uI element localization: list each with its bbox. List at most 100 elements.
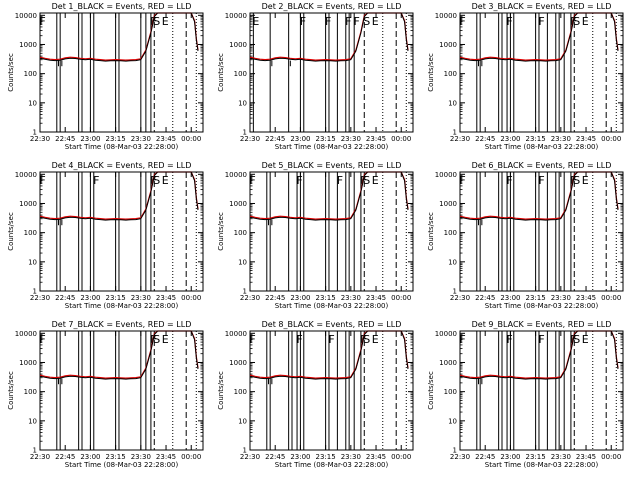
panel-title: Det 8_BLACK = Events, RED = LLD	[262, 320, 402, 329]
x-tick-label: 00:00	[391, 294, 411, 302]
flag-letter: F	[39, 174, 45, 187]
x-tick-label: 22:45	[55, 135, 75, 143]
x-tick-label: 00:00	[601, 453, 621, 461]
x-tick-label: 22:45	[265, 453, 285, 461]
flag-letter: S	[573, 15, 580, 28]
panel-title: Det 3_BLACK = Events, RED = LLD	[472, 2, 612, 11]
flag-letter: E	[582, 174, 589, 187]
flag-letter: E	[162, 333, 169, 346]
x-tick-label: 23:00	[500, 453, 520, 461]
x-tick-label: 23:15	[106, 453, 126, 461]
plot-frame	[459, 171, 624, 292]
y-tick-label: 100	[24, 388, 37, 396]
x-tick-label: 23:30	[341, 294, 361, 302]
flag-letter: F	[538, 174, 544, 187]
y-tick-label: 1	[33, 129, 37, 137]
x-tick-label: 23:15	[316, 294, 336, 302]
x-tick-label: 23:45	[576, 453, 596, 461]
flag-letter: S	[363, 333, 370, 346]
flag-letter: F	[506, 15, 512, 28]
panel-det-9: Det 9_BLACK = Events, RED = LLD 1 10 100 100…	[427, 320, 624, 469]
y-axis-label: Counts/sec	[7, 371, 15, 410]
flag-letter: E	[162, 174, 169, 187]
flag-letter: F	[296, 174, 302, 187]
x-axis-label: Start Time (08-Mar-03 22:28:00)	[65, 143, 179, 151]
x-tick-label: 22:45	[55, 294, 75, 302]
y-tick-label: 1000	[439, 41, 457, 49]
plot-frame	[249, 171, 414, 292]
y-tick-label: 10000	[15, 171, 37, 179]
x-tick-label: 22:45	[265, 135, 285, 143]
flag-letter: F	[506, 333, 512, 346]
x-tick-label: 23:15	[316, 453, 336, 461]
flag-letter: F	[249, 333, 255, 346]
y-tick-label: 1000	[19, 200, 37, 208]
y-tick-label: 10000	[435, 330, 457, 338]
x-tick-label: 23:45	[156, 135, 176, 143]
flag-letter: E	[582, 333, 589, 346]
x-axis-label: Start Time (08-Mar-03 22:28:00)	[275, 461, 389, 469]
flag-letter: E	[252, 15, 259, 28]
panel-det-2: Det 2_BLACK = Events, RED = LLD 1 10 100 100…	[217, 2, 414, 151]
y-tick-label: 100	[24, 70, 37, 78]
x-tick-label: 22:45	[475, 135, 495, 143]
y-tick-label: 100	[444, 229, 457, 237]
x-axis-label: Start Time (08-Mar-03 22:28:00)	[485, 143, 599, 151]
y-tick-label: 1	[33, 447, 37, 455]
flag-letter: S	[153, 15, 160, 28]
flag-letter: E	[372, 15, 379, 28]
y-axis-label: Counts/sec	[7, 53, 15, 92]
y-tick-label: 1	[453, 447, 457, 455]
x-tick-label: 23:00	[290, 453, 310, 461]
x-tick-label: 22:30	[30, 135, 50, 143]
panel-title: Det 4_BLACK = Events, RED = LLD	[52, 161, 192, 170]
y-axis-label: Counts/sec	[7, 212, 15, 251]
x-tick-label: 00:00	[391, 453, 411, 461]
x-axis-label: Start Time (08-Mar-03 22:28:00)	[485, 302, 599, 310]
y-tick-label: 10	[238, 417, 247, 425]
x-tick-label: 23:45	[576, 294, 596, 302]
x-tick-label: 23:00	[80, 294, 100, 302]
x-tick-label: 22:30	[30, 294, 50, 302]
x-tick-label: 22:30	[240, 135, 260, 143]
x-tick-label: 23:30	[131, 294, 151, 302]
series-events-line	[459, 330, 619, 380]
y-tick-label: 1	[453, 288, 457, 296]
panel-det-8: Det 8_BLACK = Events, RED = LLD 1 10 100 100…	[217, 320, 414, 469]
y-tick-label: 1	[243, 288, 247, 296]
x-tick-label: 22:45	[55, 453, 75, 461]
x-tick-label: 23:45	[366, 453, 386, 461]
panel-det-4: Det 4_BLACK = Events, RED = LLD 1 10 100 100…	[7, 161, 204, 310]
y-tick-label: 10	[28, 99, 37, 107]
flag-letter: F	[296, 333, 302, 346]
panel-title: Det 9_BLACK = Events, RED = LLD	[472, 320, 612, 329]
x-tick-label: 23:30	[131, 135, 151, 143]
x-tick-label: 22:30	[450, 135, 470, 143]
flag-letter: S	[573, 174, 580, 187]
y-tick-label: 100	[444, 70, 457, 78]
x-tick-label: 00:00	[181, 294, 201, 302]
panel-title: Det 1_BLACK = Events, RED = LLD	[52, 2, 192, 11]
panel-title: Det 6_BLACK = Events, RED = LLD	[472, 161, 612, 170]
flag-letter: F	[93, 174, 99, 187]
x-axis-label: Start Time (08-Mar-03 22:28:00)	[485, 461, 599, 469]
y-axis-label: Counts/sec	[217, 371, 225, 410]
y-tick-label: 10000	[435, 171, 457, 179]
flag-letter: S	[573, 333, 580, 346]
x-tick-label: 00:00	[601, 135, 621, 143]
flag-letter: F	[325, 15, 331, 28]
y-axis-label: Counts/sec	[427, 371, 435, 410]
x-axis-label: Start Time (08-Mar-03 22:28:00)	[65, 302, 179, 310]
panel-title: Det 2_BLACK = Events, RED = LLD	[262, 2, 402, 11]
plot-frame	[459, 330, 624, 451]
series-events-line	[39, 330, 199, 380]
x-tick-label: 23:30	[341, 135, 361, 143]
y-tick-label: 1000	[229, 41, 247, 49]
panel-title: Det 7_BLACK = Events, RED = LLD	[52, 320, 192, 329]
y-tick-label: 100	[234, 388, 247, 396]
x-tick-label: 23:45	[156, 294, 176, 302]
x-tick-label: 22:30	[240, 294, 260, 302]
series-events-line	[249, 12, 409, 62]
